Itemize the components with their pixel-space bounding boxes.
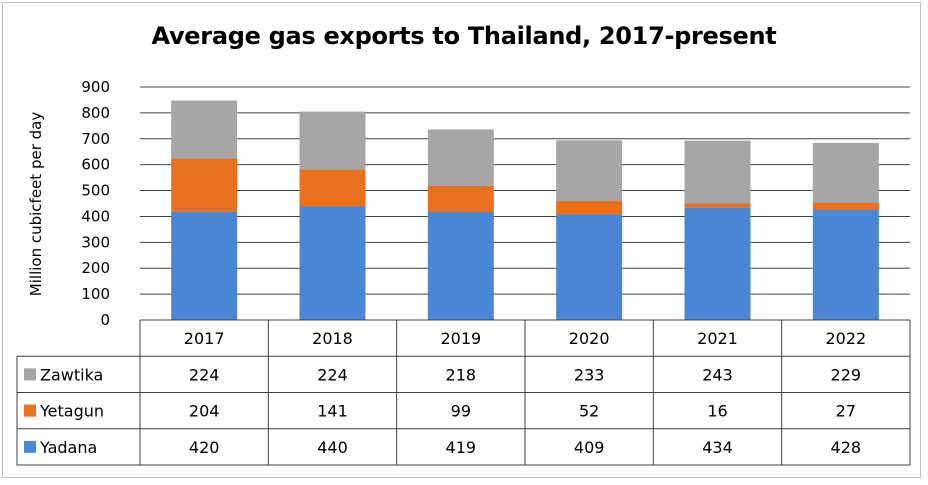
y-tick-label: 300 — [81, 233, 110, 251]
legend-swatch-yetagun — [24, 404, 36, 417]
y-axis-label: Million cubicfeet per day — [27, 112, 45, 297]
bar-yadana-2022 — [812, 209, 879, 320]
bar-yetagun-2017 — [171, 158, 238, 212]
table-value: 27 — [836, 402, 856, 421]
category-label: 2018 — [312, 329, 353, 348]
category-label: 2019 — [440, 329, 481, 348]
legend-label-yetagun: Yetagun — [39, 402, 104, 421]
table-value: 419 — [446, 438, 477, 457]
y-tick-label: 600 — [81, 156, 110, 174]
legend-label-yadana: Yadana — [39, 438, 97, 457]
category-label: 2017 — [184, 329, 225, 348]
table-value: 224 — [189, 365, 220, 384]
bar-yadana-2018 — [299, 206, 366, 320]
y-tick-label: 700 — [81, 130, 110, 148]
bar-yadana-2019 — [427, 211, 494, 320]
y-tick-label: 200 — [81, 259, 110, 277]
table-value: 218 — [446, 365, 477, 384]
bar-zawtika-2020 — [556, 140, 623, 201]
y-tick-label: 900 — [81, 78, 110, 96]
y-tick-label: 100 — [81, 285, 110, 303]
bar-yadana-2017 — [171, 211, 238, 320]
bar-zawtika-2021 — [684, 140, 751, 204]
table-value: 233 — [574, 365, 605, 384]
bar-zawtika-2017 — [171, 100, 238, 159]
table-value: 99 — [451, 402, 471, 421]
bar-yetagun-2022 — [812, 202, 879, 210]
bar-zawtika-2019 — [427, 129, 494, 186]
legend-swatch-yadana — [24, 440, 36, 453]
y-tick-label: 800 — [81, 104, 110, 122]
table-value: 440 — [317, 438, 348, 457]
category-label: 2022 — [825, 329, 866, 348]
table-value: 428 — [831, 438, 862, 457]
category-label: 2021 — [697, 329, 738, 348]
bar-zawtika-2022 — [812, 142, 879, 203]
bar-yadana-2020 — [556, 214, 623, 320]
table-value: 243 — [702, 365, 733, 384]
table-value: 409 — [574, 438, 605, 457]
bar-yadana-2021 — [684, 207, 751, 320]
y-tick-label: 400 — [81, 207, 110, 225]
table-value: 224 — [317, 365, 348, 384]
bar-yetagun-2020 — [556, 200, 623, 215]
category-label: 2020 — [569, 329, 610, 348]
bar-zawtika-2018 — [299, 111, 366, 170]
legend-swatch-zawtika — [24, 368, 36, 381]
bar-yetagun-2019 — [427, 185, 494, 212]
table-value: 16 — [707, 402, 727, 421]
legend-label-zawtika: Zawtika — [40, 365, 103, 384]
table-value: 52 — [579, 402, 599, 421]
y-tick-label: 0 — [100, 311, 110, 329]
bar-yetagun-2018 — [299, 169, 366, 207]
table-value: 204 — [189, 402, 220, 421]
table-value: 434 — [702, 438, 733, 457]
y-tick-label: 500 — [81, 182, 110, 200]
table-value: 229 — [831, 365, 862, 384]
chart-title: Average gas exports to Thailand, 2017-pr… — [151, 22, 777, 50]
bar-yetagun-2021 — [684, 203, 751, 208]
table-value: 420 — [189, 438, 220, 457]
table-value: 141 — [317, 402, 348, 421]
